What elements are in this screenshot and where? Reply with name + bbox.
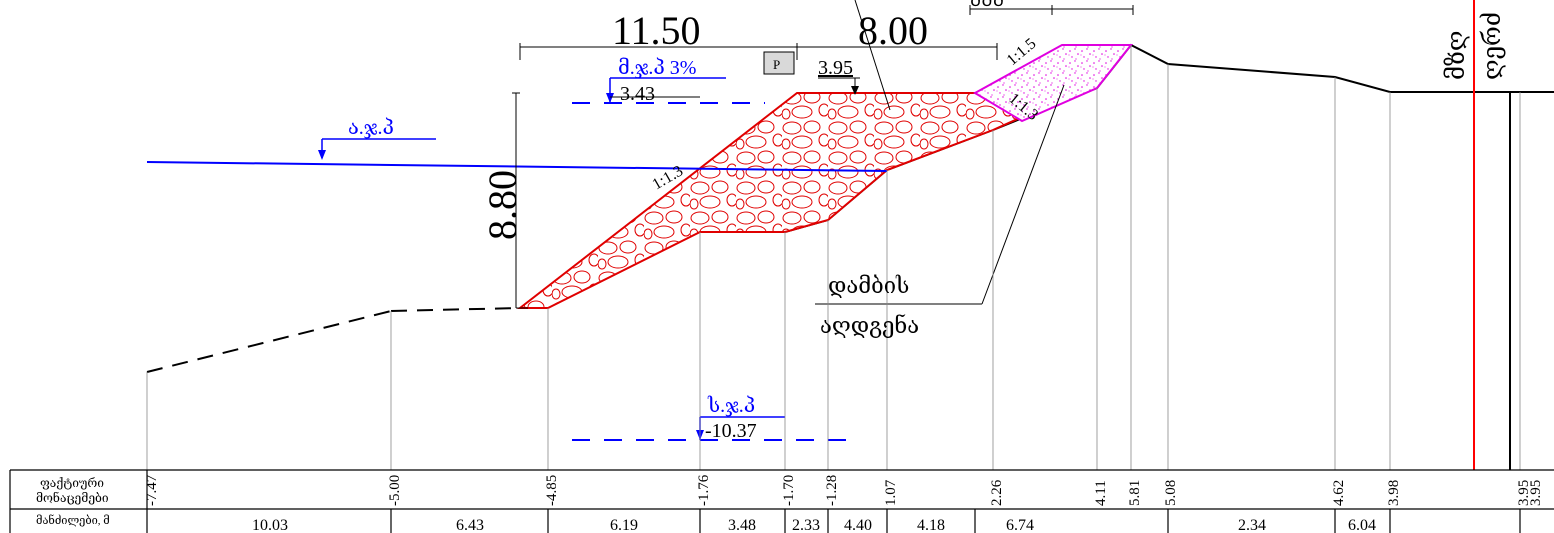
distance-value: 6.74 xyxy=(1006,517,1034,533)
elevation-value: 4.11 xyxy=(1093,480,1109,506)
dim-top-cut-label: ᲛᲛᲛ xyxy=(970,0,1004,10)
right-vertical-label-1: მზღ xyxy=(1444,31,1470,81)
elevation-value: 3.95 xyxy=(1528,480,1544,506)
elevation-value: -1.70 xyxy=(781,475,797,506)
dim-top-value: 3.95 xyxy=(818,57,853,79)
fill-note-line2: აღდგენა xyxy=(820,313,919,338)
elevation-value: 5.81 xyxy=(1127,480,1143,506)
distance-value: 10.03 xyxy=(252,517,288,533)
design-level-label: მ.ჯ.პ 3% xyxy=(618,57,696,79)
right-vertical-label-2: ღერძ xyxy=(1480,12,1506,80)
distance-value: 4.40 xyxy=(844,517,872,533)
distances-row: 10.03 6.43 6.19 3.48 2.33 4.40 4.18 6.74 2.34 6.0… xyxy=(252,517,1376,533)
row2-header: მანძილები, მ xyxy=(36,514,110,527)
distance-value: 6.19 xyxy=(610,517,638,533)
row1-header-line1: ფაქტიური xyxy=(40,476,104,490)
fill-restore-area xyxy=(972,44,1134,123)
elevation-value: 4.62 xyxy=(1331,480,1347,506)
elevation-value: 2.26 xyxy=(989,479,1005,506)
distance-value: 2.33 xyxy=(792,517,820,533)
elevation-value: -7.47 xyxy=(144,474,160,506)
elevation-value: -4.85 xyxy=(544,475,560,506)
water-level-line xyxy=(146,161,888,172)
dam-body xyxy=(517,92,1046,309)
distance-value: 6.43 xyxy=(456,517,484,533)
elevation-value: -1.28 xyxy=(824,475,840,506)
elevation-value: -1.76 xyxy=(696,474,712,506)
distance-value: 4.18 xyxy=(917,517,945,533)
distance-value: 6.04 xyxy=(1348,517,1376,533)
p-marker-box xyxy=(763,51,795,75)
fill-note-line1: დამბის xyxy=(828,273,909,298)
elevations-row: -7.47 -5.00 -4.85 -1.76 -1.70 -1.28 1.07 2.26 4.… xyxy=(144,474,1544,506)
design-level-value: 3.43 xyxy=(620,83,655,105)
elevation-value: 3.98 xyxy=(1386,480,1402,506)
distance-value: 2.34 xyxy=(1238,517,1266,533)
low-level-label: ს.ჯ.პ xyxy=(707,395,755,417)
dim-slope-width: 8.00 xyxy=(858,8,928,53)
data-table xyxy=(9,469,1554,533)
dimension-lines xyxy=(512,0,1134,309)
low-level-value: -10.37 xyxy=(705,420,757,442)
distance-value: 3.48 xyxy=(728,517,756,533)
elevation-value: 3.95 xyxy=(1516,480,1532,506)
row1-header-line2: მონაცემები xyxy=(36,490,109,505)
dim-height: 8.80 xyxy=(480,170,525,240)
p-marker-label: P xyxy=(773,57,780,72)
elevation-value: -5.00 xyxy=(387,475,403,506)
dim-crest-width: 11.50 xyxy=(612,8,701,53)
elevation-value: 1.07 xyxy=(883,479,899,506)
elevation-value: 5.08 xyxy=(1163,480,1179,506)
water-level-label: ა.ჯ.პ xyxy=(348,117,394,139)
